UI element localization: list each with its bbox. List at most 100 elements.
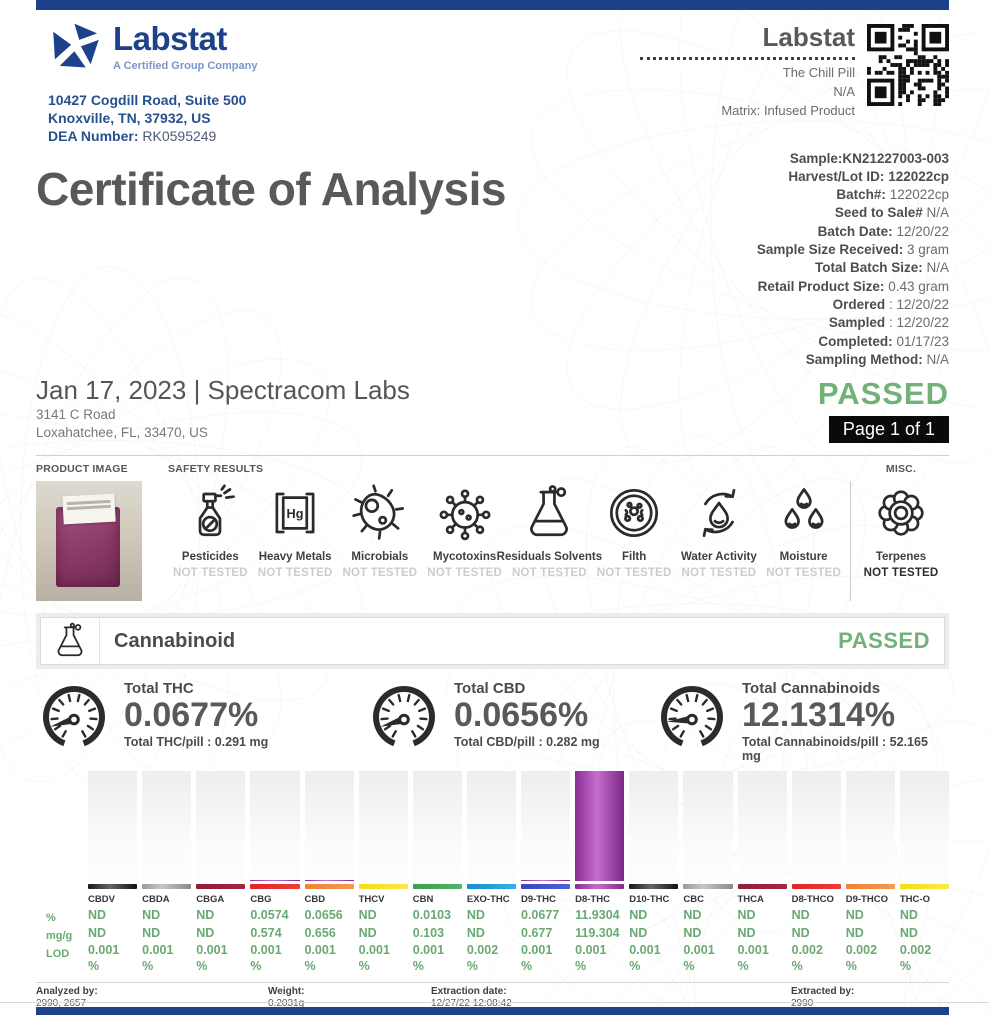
color-strip (358, 883, 408, 889)
lod-value: 0.001 (521, 942, 553, 957)
gauge-icon (43, 686, 105, 747)
labstat-logo-icon (48, 22, 104, 79)
cannabinoid-column-D8-THCO: D8-THCO ND ND 0.002% (791, 770, 841, 974)
section-title: Cannabinoid (114, 629, 236, 652)
sample-info-value: 12/20/22 (896, 223, 949, 239)
bar-track (521, 770, 571, 881)
product-name: The Chill Pill (782, 65, 855, 81)
column-label: D8-THCO (791, 893, 834, 905)
safety-item-status: NOT TESTED (863, 566, 939, 579)
lod-value: 0.002 (899, 942, 932, 957)
lod-value: 0.001 (142, 942, 174, 957)
lod-value: 0.002 (845, 942, 878, 957)
lod-value: 0.002 (466, 942, 499, 957)
lod-unit: % (899, 958, 911, 973)
cannabinoid-column-D9-THC: D9-THC 0.0677 0.677 0.001% (521, 770, 571, 974)
mgg-value: ND (358, 925, 377, 940)
cannabinoid-column-CBDA: CBDA ND ND 0.001% (142, 770, 192, 974)
header: Labstat A Certified Group Company 10427 … (36, 21, 949, 146)
footer-field-value: 2990, 2657 (36, 997, 87, 1009)
lod-unit: % (737, 958, 749, 973)
matrix-type: Matrix: Infused Product (721, 102, 855, 118)
safety-item-status: NOT TESTED (766, 566, 842, 579)
bar-track (358, 770, 408, 881)
color-strip (737, 883, 787, 889)
lod-unit: % (196, 958, 208, 973)
safety-item-mycotoxins: Mycotoxins NOT TESTED (422, 481, 507, 601)
gauge-value: 0.0677% (124, 696, 259, 735)
vertical-divider (850, 481, 851, 602)
color-strip (142, 883, 192, 889)
sample-info-value: 3 gram (906, 242, 949, 258)
sample-info-value: N/A (926, 351, 949, 367)
droplets-icon (775, 481, 833, 545)
cannabinoid-column-THCA: THCA ND ND 0.001% (737, 770, 787, 974)
sample-info-row: Retail Product Size: 0.43 gram (619, 278, 949, 296)
lod-unit: % (250, 958, 262, 973)
sample-info-row: Harvest/Lot ID: 122022cp (619, 168, 949, 186)
color-strip (629, 883, 679, 889)
sample-info-row: Seed to Sale# N/A (619, 204, 949, 222)
footer-field-label: Analyzed by: (36, 985, 98, 997)
lod-unit: % (791, 958, 803, 973)
bottom-hairline (0, 1002, 989, 1003)
bar-D8-THC (575, 770, 625, 881)
spray-bottle-icon (181, 481, 239, 545)
color-strip (304, 883, 354, 889)
gauge-total-cannabinoids: Total Cannabinoids 12.1314% Total Cannab… (654, 679, 949, 763)
footer-field-label: Extraction date: (431, 985, 507, 997)
bar-track (466, 770, 516, 881)
percent-value: ND (142, 907, 161, 922)
color-strip (899, 883, 949, 889)
sample-info-label: Completed: (818, 333, 893, 349)
footer-field-label: Extracted by: (791, 985, 855, 997)
percent-value: 0.0656 (304, 907, 343, 922)
safety-item-label: Terpenes (875, 551, 927, 564)
sample-info-row: Sample:KN21227003-003 (619, 150, 949, 168)
lod-value: 0.001 (358, 942, 390, 957)
cannabinoid-column-THC-O: THC-O ND ND 0.002% (899, 770, 949, 974)
bar-track (791, 770, 841, 881)
sample-info-value: 01/17/23 (896, 333, 949, 349)
sample-info-label: Harvest/Lot ID: (788, 168, 885, 184)
lod-unit: % (629, 958, 641, 973)
color-strip (466, 883, 516, 889)
water-cycle-icon (690, 481, 748, 545)
lod-unit: % (575, 958, 587, 973)
column-label: D9-THCO (845, 893, 888, 905)
sample-info-label: Sample: (789, 150, 843, 166)
safety-item-label: Filth (621, 551, 647, 564)
virus-icon (436, 481, 494, 545)
brand-name: Labstat (762, 22, 855, 52)
column-label: CBC (683, 893, 704, 905)
chart-columns: CBDV ND ND 0.001% CBDA ND ND 0.001% CBGA… (88, 770, 949, 974)
footer-field: Analyzed by: 2990, 2657 (36, 986, 268, 1010)
safety-results-section: PRODUCT IMAGE SAFETY RESULTS MISC. Pesti… (36, 463, 949, 602)
page-indicator: Page 1 of 1 (828, 416, 949, 444)
sample-info-label: Sampling Method: (805, 351, 923, 367)
gauge-per-pill: Total THC/pill : 0.291 mg (124, 734, 269, 749)
percent-value: ND (737, 907, 756, 922)
sample-info-label: Retail Product Size: (757, 278, 885, 294)
sample-info-row: Batch Date: 12/20/22 (619, 223, 949, 241)
sample-info-row: Batch#: 122022cp (619, 186, 949, 204)
gauge-total-cbd: Total CBD 0.0656% Total CBD/pill : 0.282… (366, 679, 654, 763)
color-strip (196, 883, 246, 889)
gauge-total-thc: Total THC 0.0677% Total THC/pill : 0.291… (36, 679, 366, 763)
bar-track (737, 770, 787, 881)
safety-item-moisture: Moisture NOT TESTED (761, 481, 846, 601)
column-label: D9-THC (521, 893, 556, 905)
dea-label: DEA Number: (48, 128, 139, 145)
bar-track (629, 770, 679, 881)
product-image-label: PRODUCT IMAGE (36, 463, 128, 476)
section-divider (36, 455, 949, 457)
mgg-value: ND (791, 925, 810, 940)
mgg-value: ND (899, 925, 918, 940)
gauge-label: Total Cannabinoids (742, 680, 881, 698)
lod-unit: % (88, 958, 100, 973)
sample-info-label: Sampled (828, 315, 886, 331)
cannabinoid-column-THCV: THCV ND ND 0.001% (358, 770, 408, 974)
bar-D9-THC (521, 880, 571, 881)
product-secondary: N/A (833, 84, 855, 100)
